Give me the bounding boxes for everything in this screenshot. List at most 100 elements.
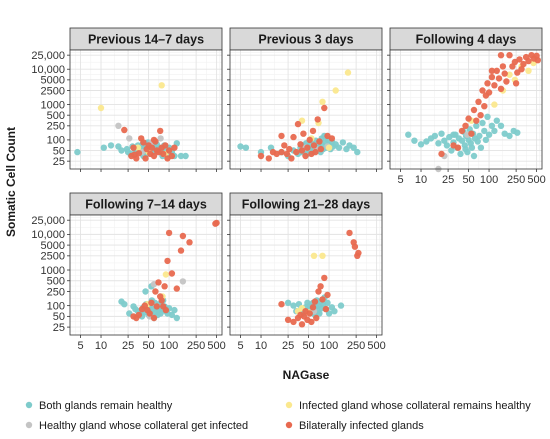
- data-point-bilateral: [465, 115, 472, 122]
- x-tick-label: 250: [347, 340, 365, 352]
- legend-swatch: [25, 421, 33, 429]
- data-point-healthy: [493, 117, 500, 124]
- panel-border: [229, 49, 383, 170]
- panel-border: [229, 214, 383, 336]
- legend-item-bilateral: Bilaterally infected glands: [285, 420, 424, 432]
- data-point-bilateral: [177, 247, 185, 254]
- data-point-infected: [525, 67, 532, 75]
- data-point-healthy: [476, 132, 483, 140]
- data-point-healthy: [107, 142, 115, 149]
- data-point-bilateral: [497, 85, 505, 93]
- data-point-bilateral: [495, 75, 503, 82]
- data-point-infected: [319, 252, 326, 259]
- facet-title: Following 21–28 days: [242, 198, 371, 212]
- data-point-collateral: [126, 135, 133, 142]
- data-point-bilateral: [438, 150, 445, 158]
- x-tick-label: 50: [142, 340, 154, 352]
- data-point-healthy: [325, 310, 333, 317]
- facet-title: Following 7–14 days: [85, 198, 207, 212]
- panel-border: [69, 214, 223, 336]
- data-point-bilateral: [290, 133, 297, 141]
- data-point-bilateral: [506, 52, 513, 59]
- x-tick-label: 500: [527, 174, 545, 186]
- legend-swatch: [25, 401, 33, 409]
- y-tick-label: 25: [53, 322, 65, 334]
- data-point-bilateral: [306, 310, 313, 317]
- data-point-healthy: [316, 310, 323, 317]
- data-point-bilateral: [171, 144, 178, 151]
- x-tick-label: 10: [255, 340, 267, 352]
- data-point-healthy: [423, 138, 430, 145]
- data-point-healthy: [448, 147, 455, 154]
- data-point-bilateral: [454, 144, 462, 151]
- data-point-healthy: [405, 131, 412, 138]
- data-point-healthy: [488, 122, 496, 129]
- data-point-bilateral: [278, 132, 285, 140]
- data-point-bilateral: [312, 148, 319, 156]
- data-point-infected: [344, 69, 352, 76]
- data-point-bilateral: [165, 229, 173, 237]
- y-axis-title: Somatic Cell Count: [4, 127, 18, 237]
- y-tick-label: 250: [47, 286, 65, 298]
- data-point-bilateral: [300, 130, 307, 137]
- legend-swatch: [285, 421, 293, 429]
- data-point-bilateral: [213, 219, 220, 227]
- data-point-bilateral: [160, 150, 167, 158]
- y-tick-label: 10,000: [31, 229, 65, 241]
- data-point-bilateral: [488, 73, 496, 81]
- data-point-healthy: [411, 137, 418, 144]
- data-point-bilateral: [148, 144, 156, 151]
- legend-label: Both glands remain healthy: [39, 400, 173, 412]
- data-point-bilateral: [302, 152, 309, 160]
- data-point-bilateral: [321, 274, 328, 282]
- data-point-bilateral: [520, 60, 527, 68]
- data-point-bilateral: [121, 126, 128, 134]
- data-point-bilateral: [491, 82, 498, 89]
- data-point-bilateral: [493, 67, 500, 75]
- data-point-bilateral: [161, 283, 168, 290]
- data-point-bilateral: [130, 144, 137, 151]
- data-point-healthy: [417, 141, 425, 148]
- y-tick-label: 25,000: [31, 50, 65, 62]
- legend-swatch: [285, 401, 293, 409]
- data-point-bilateral: [283, 150, 291, 158]
- data-point-bilateral: [309, 304, 317, 311]
- data-point-bilateral: [165, 147, 173, 154]
- data-point-bilateral: [142, 155, 149, 162]
- y-tick-label: 100: [47, 300, 65, 312]
- data-point-infected: [332, 87, 339, 94]
- data-point-bilateral: [164, 257, 171, 265]
- x-tick-label: 100: [160, 340, 178, 352]
- x-tick-label: 25: [282, 340, 294, 352]
- legend: Both glands remain healthy Infected gland…: [25, 400, 531, 432]
- data-point-healthy: [335, 144, 343, 151]
- data-point-bilateral: [278, 148, 285, 156]
- data-point-infected: [325, 144, 333, 151]
- x-tick-label: 250: [507, 174, 525, 186]
- data-point-healthy: [458, 137, 466, 144]
- data-point-infected: [158, 82, 165, 89]
- data-point-bilateral: [534, 57, 541, 64]
- data-point-bilateral: [322, 305, 330, 313]
- data-point-bilateral: [298, 321, 306, 328]
- data-point-bilateral: [309, 127, 317, 135]
- data-point-bilateral: [308, 318, 315, 326]
- data-point-healthy: [435, 140, 442, 147]
- x-tick-label: 100: [480, 174, 498, 186]
- data-point-healthy: [482, 136, 490, 144]
- data-point-infected: [162, 271, 170, 278]
- legend-item-infected: Infected gland whose collateral remains …: [285, 400, 531, 412]
- legend-item-healthy: Both glands remain healthy: [25, 400, 173, 412]
- data-point-healthy: [479, 119, 486, 127]
- data-point-healthy: [443, 142, 451, 149]
- data-point-bilateral: [298, 147, 306, 154]
- data-point-bilateral: [475, 98, 482, 106]
- data-point-healthy: [237, 143, 244, 150]
- legend-label: Healthy gland whose collateral get infec…: [39, 420, 248, 432]
- legend-label: Bilaterally infected glands: [299, 420, 424, 432]
- data-point-healthy: [431, 132, 439, 140]
- y-tick-label: 5000: [41, 240, 65, 252]
- data-point-bilateral: [317, 145, 325, 153]
